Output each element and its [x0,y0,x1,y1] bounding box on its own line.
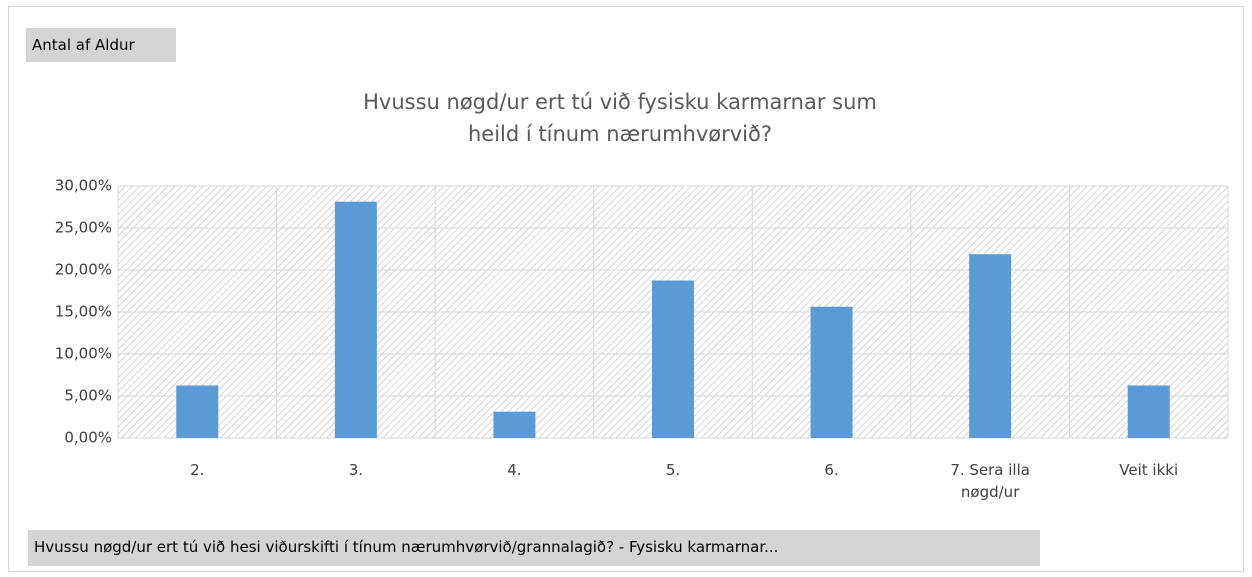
axis-field-button[interactable]: Hvussu nøgd/ur ert tú við hesi viðurskif… [28,530,1040,566]
y-tick-label: 30,00% [55,177,112,195]
y-tick-label: 25,00% [55,219,112,237]
x-tick-label: 4. [507,461,522,479]
bar [969,254,1012,438]
y-tick-label: 15,00% [55,303,112,321]
value-field-button[interactable]: Antal af Aldur [26,28,176,62]
y-tick-label: 20,00% [55,261,112,279]
x-tick-label: 2. [190,461,205,479]
chart-title: Hvussu nøgd/ur ert tú við fysisku karmar… [363,90,877,146]
x-tick-label: Veit ikki [1119,461,1179,479]
y-tick-label: 0,00% [64,429,112,447]
bar [176,385,219,438]
x-tick-label: 7. Sera illa nøgd/ur [950,461,1030,501]
bar [334,201,377,438]
bar [1127,385,1170,438]
chart-frame [8,6,1244,572]
y-tick-label: 5,00% [64,387,112,405]
y-tick-label: 10,00% [55,345,112,363]
bar [652,280,694,438]
bar [810,306,853,438]
bar [493,411,536,438]
x-tick-label: 6. [824,461,839,479]
x-tick-label: 5. [665,461,681,479]
x-tick-label: 3. [348,461,363,479]
